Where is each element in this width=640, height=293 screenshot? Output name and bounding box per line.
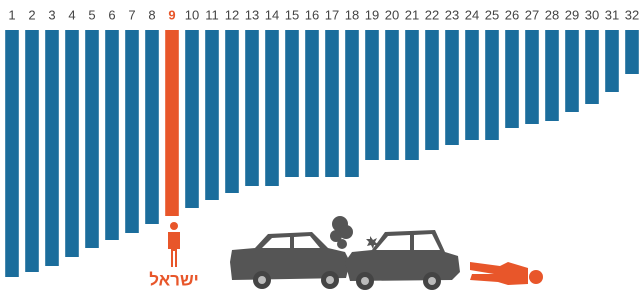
bar <box>225 30 239 193</box>
x-tick-label: 15 <box>285 7 299 22</box>
bar <box>445 30 459 145</box>
x-tick-label: 3 <box>48 7 55 22</box>
bar <box>285 30 299 177</box>
bar <box>245 30 259 186</box>
bar <box>45 30 59 266</box>
x-tick-label: 12 <box>225 7 239 22</box>
bar <box>25 30 39 272</box>
x-tick-label: 27 <box>525 7 539 22</box>
x-tick-label: 5 <box>88 7 95 22</box>
bar <box>425 30 439 150</box>
bar <box>5 30 19 277</box>
x-tick-label: 9 <box>168 7 175 22</box>
bar <box>145 30 159 224</box>
x-tick-label: 24 <box>465 7 479 22</box>
x-tick-label: 14 <box>265 7 279 22</box>
bar <box>185 30 199 208</box>
bar <box>385 30 399 160</box>
bar <box>305 30 319 177</box>
x-tick-label: 22 <box>425 7 439 22</box>
bar <box>105 30 119 240</box>
bar <box>525 30 539 124</box>
bar <box>65 30 79 257</box>
x-tick-label: 17 <box>325 7 339 22</box>
bar <box>565 30 579 112</box>
x-tick-label: 30 <box>585 7 599 22</box>
bar <box>585 30 599 104</box>
bar <box>325 30 339 177</box>
bar <box>125 30 139 233</box>
x-tick-label: 26 <box>505 7 519 22</box>
x-tick-label: 7 <box>128 7 135 22</box>
x-tick-label: 2 <box>28 7 35 22</box>
x-tick-label: 31 <box>605 7 619 22</box>
page: {"chart_data": {"type": "bar", "categori… <box>0 0 640 293</box>
bar <box>505 30 519 128</box>
x-tick-label: 20 <box>385 7 399 22</box>
x-tick-label: 28 <box>545 7 559 22</box>
x-tick-label: 13 <box>245 7 259 22</box>
x-tick-label: 25 <box>485 7 499 22</box>
bar <box>345 30 359 177</box>
bar <box>265 30 279 186</box>
bar <box>365 30 379 160</box>
bar <box>485 30 499 140</box>
bar <box>465 30 479 140</box>
chart: ישראל 1234567891011121314151617181920212… <box>0 0 640 293</box>
x-tick-label: 8 <box>148 7 155 22</box>
x-tick-label: 6 <box>108 7 115 22</box>
x-tick-label: 16 <box>305 7 319 22</box>
x-tick-label: 11 <box>205 7 219 22</box>
x-tick-label: 1 <box>8 7 15 22</box>
bar <box>625 30 639 74</box>
x-tick-label: 29 <box>565 7 579 22</box>
bar <box>205 30 219 200</box>
bar <box>165 30 179 216</box>
crash-illustration <box>168 216 543 290</box>
x-tick-label: 10 <box>185 7 199 22</box>
bar <box>405 30 419 160</box>
x-tick-label: 32 <box>625 7 639 22</box>
bar <box>85 30 99 248</box>
bar <box>545 30 559 121</box>
x-tick-label: 19 <box>365 7 379 22</box>
bar <box>605 30 619 92</box>
x-tick-label: 21 <box>405 7 419 22</box>
x-tick-label: 23 <box>445 7 459 22</box>
x-tick-label: 4 <box>68 7 75 22</box>
x-tick-label: 18 <box>345 7 359 22</box>
annotation: ישראל <box>149 270 199 289</box>
